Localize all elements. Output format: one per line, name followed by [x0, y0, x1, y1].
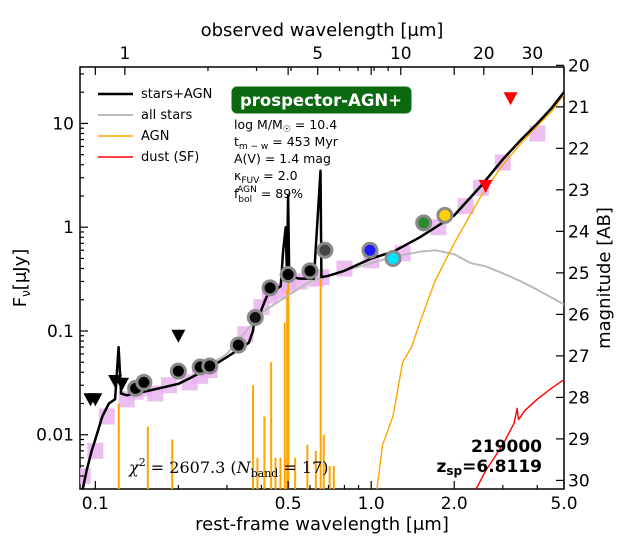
observed-point-14 — [436, 206, 454, 224]
bottom-tick-label-4: 5.0 — [550, 494, 577, 514]
right-tick-label-8: 28 — [568, 388, 590, 408]
observed-point-5 — [229, 336, 247, 354]
y-axis-left-title: Fν[μJy] — [10, 249, 33, 308]
left-tick-label-0: 0.01 — [36, 426, 74, 446]
top-tick-label-4: 30 — [522, 44, 544, 64]
observed-point-1 — [135, 373, 153, 391]
model-photometry-layer — [80, 125, 546, 485]
series-dust-sf- — [475, 379, 564, 489]
observed-photometry-layer — [127, 206, 454, 397]
observed-point-4 — [201, 357, 219, 375]
right-tick-label-9: 29 — [568, 430, 590, 450]
right-tick-label-5: 25 — [568, 264, 590, 284]
top-tick-label-0: 1 — [119, 44, 130, 64]
bottom-tick-label-1: 0.5 — [275, 494, 302, 514]
plot-frame — [79, 66, 565, 490]
left-tick-label-1: 0.1 — [47, 322, 74, 342]
legend-label-dust: dust (SF) — [141, 150, 199, 165]
x-axis-bottom-title: rest-frame wavelength [μm] — [195, 514, 449, 535]
y-axis-right-title: magnitude [AB] — [594, 207, 615, 349]
upper-limit-3 — [115, 377, 130, 391]
observed-point-9 — [301, 262, 319, 280]
top-tick-label-2: 10 — [390, 44, 412, 64]
bottom-tick-label-0: 0.1 — [82, 494, 109, 514]
observed-point-6 — [246, 308, 264, 326]
model-curves-layer — [81, 91, 564, 489]
right-tick-label-7: 27 — [568, 347, 590, 367]
model-phot-point-2 — [98, 408, 115, 425]
legend: stars+AGN all stars AGN dust (SF) — [98, 87, 212, 165]
model-phot-point-25 — [494, 154, 511, 171]
param-kappa: κFUV = 2.0 — [234, 168, 298, 186]
redshift-label: zsp=6.8119 — [437, 457, 543, 478]
param-fagn: fbolAGN = 89% — [234, 185, 303, 205]
right-tick-label-0: 20 — [568, 56, 590, 76]
observed-point-8 — [279, 266, 297, 284]
observed-point-7 — [261, 279, 279, 297]
model-badge: prospector-AGN+ — [230, 85, 413, 115]
upper-limit-6 — [503, 92, 518, 106]
param-mass: log M/M☉ = 10.4 — [234, 117, 337, 135]
observed-point-13 — [415, 214, 433, 232]
legend-label-all-stars: all stars — [141, 108, 193, 123]
fit-parameters: log M/M☉ = 10.4 tm − w = 453 Myr A(V) = … — [234, 117, 339, 205]
upper-limit-1 — [88, 393, 103, 407]
legend-label-stars-agn: stars+AGN — [141, 87, 212, 102]
series-agn — [376, 94, 564, 489]
model-phot-point-23 — [457, 198, 474, 215]
bottom-tick-label-2: 1.0 — [358, 494, 385, 514]
upper-limits-layer — [83, 92, 518, 407]
bottom-tick-label-3: 2.0 — [441, 494, 468, 514]
object-id: 219000 — [471, 437, 542, 457]
right-tick-label-6: 26 — [568, 305, 590, 325]
upper-limit-5 — [478, 179, 493, 193]
x-axis-top-title: observed wavelength [μm] — [201, 20, 444, 41]
observed-point-2 — [169, 362, 187, 380]
observed-point-12 — [384, 249, 402, 267]
left-tick-label-2: 1 — [63, 218, 74, 238]
legend-label-agn: AGN — [141, 129, 169, 144]
chi2-annotation: χ2 = 2607.3 (Nband = 17) — [128, 456, 329, 480]
observed-point-11 — [361, 241, 379, 259]
top-tick-label-1: 5 — [312, 44, 323, 64]
observed-point-10 — [316, 241, 334, 259]
right-tick-label-3: 23 — [568, 181, 590, 201]
model-badge-label: prospector-AGN+ — [240, 91, 402, 110]
top-tick-label-3: 20 — [473, 44, 495, 64]
right-tick-label-4: 24 — [568, 222, 590, 242]
axis-ticks: 0.1 0.5 1.0 2.0 5.0 1 5 10 20 30 0.01 0.1 1 10 20 21 22 2… — [36, 44, 590, 514]
series-all-stars — [177, 249, 564, 387]
upper-limit-4 — [171, 329, 186, 343]
right-tick-label-1: 21 — [568, 98, 590, 118]
param-age: tm − w = 453 Myr — [234, 134, 339, 152]
right-tick-label-10: 30 — [568, 471, 590, 491]
left-tick-label-3: 10 — [52, 114, 74, 134]
right-tick-label-2: 22 — [568, 139, 590, 159]
param-av: A(V) = 1.4 mag — [234, 151, 331, 166]
